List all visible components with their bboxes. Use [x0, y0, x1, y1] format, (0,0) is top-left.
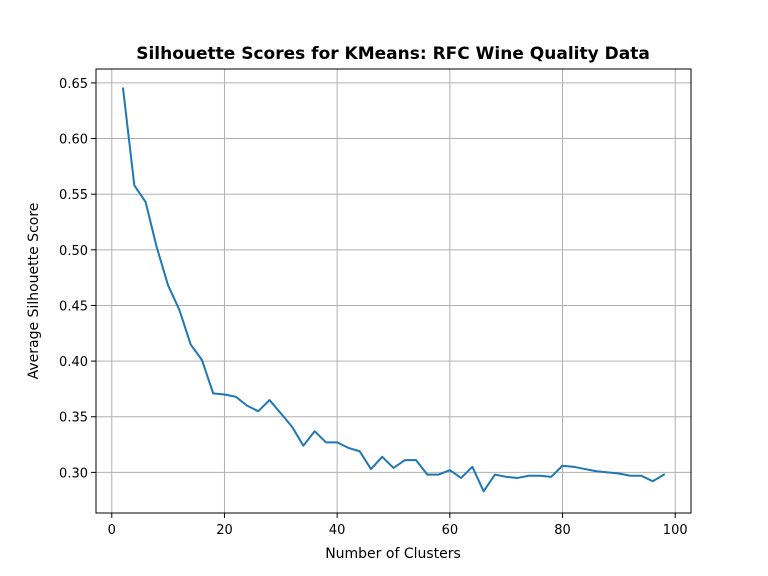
data-point	[212, 392, 214, 394]
data-point	[257, 410, 259, 412]
data-point	[561, 465, 564, 467]
data-point	[314, 430, 316, 432]
y-axis-label: Average Silhouette Score	[26, 203, 42, 380]
data-point	[404, 459, 406, 461]
x-tick-label: 80	[554, 523, 571, 538]
data-point	[235, 396, 237, 398]
data-point	[291, 426, 293, 428]
axis-ticks: 0 20 40 60 80 100 0.30 0.35 0.40 0.45 0.50 0.55 0.60…	[59, 77, 688, 538]
data-point	[483, 490, 485, 492]
grid-lines	[96, 69, 691, 513]
data-point	[652, 480, 654, 482]
y-tick-label: 0.40	[59, 355, 88, 370]
data-point	[280, 412, 282, 415]
data-point	[618, 472, 620, 475]
x-tick-label: 100	[663, 523, 688, 538]
series-layer	[121, 87, 666, 493]
y-tick-label: 0.50	[59, 244, 88, 259]
data-point	[449, 469, 451, 471]
y-tick-label: 0.45	[59, 299, 88, 314]
data-point	[302, 445, 304, 447]
data-point	[607, 471, 609, 473]
data-point	[426, 474, 428, 476]
data-point	[437, 474, 440, 476]
data-point	[460, 477, 462, 479]
data-point	[539, 475, 541, 477]
data-point	[550, 476, 552, 478]
data-point	[156, 247, 158, 249]
data-point	[663, 474, 665, 476]
data-point	[629, 475, 631, 477]
x-tick-label: 40	[329, 523, 346, 538]
data-point	[167, 284, 169, 287]
data-point	[370, 468, 372, 470]
data-point	[415, 459, 417, 461]
data-point	[505, 476, 507, 478]
data-point	[584, 468, 586, 470]
plot-frame	[95, 68, 692, 514]
data-point	[516, 477, 519, 479]
data-point	[347, 447, 350, 449]
data-point	[336, 441, 338, 443]
data-point	[573, 466, 575, 468]
data-point	[595, 470, 597, 472]
y-tick-label: 0.30	[59, 466, 88, 481]
data-point	[201, 359, 203, 361]
data-point	[471, 466, 473, 468]
data-point	[133, 184, 135, 186]
data-point	[178, 309, 180, 311]
data-point	[268, 399, 271, 401]
y-tick-label: 0.60	[59, 133, 88, 148]
data-point	[528, 475, 530, 477]
data-point	[144, 201, 147, 203]
data-point	[325, 441, 327, 443]
data-point	[640, 475, 643, 477]
x-tick-label: 20	[216, 523, 233, 538]
y-tick-label: 0.65	[59, 77, 88, 92]
data-point	[122, 87, 124, 90]
data-point	[392, 467, 395, 469]
y-tick-label: 0.35	[59, 411, 88, 426]
chart-title: Silhouette Scores for KMeans: RFC Wine Q…	[136, 44, 650, 64]
data-point	[381, 456, 383, 458]
data-point	[494, 474, 496, 476]
data-point	[359, 450, 361, 452]
x-axis-label: Number of Clusters	[325, 546, 461, 562]
x-tick-label: 0	[108, 523, 116, 538]
x-tick-label: 60	[442, 523, 459, 538]
y-tick-label: 0.55	[59, 188, 88, 203]
data-point	[223, 393, 226, 396]
data-point	[246, 405, 248, 407]
data-point	[190, 343, 192, 346]
